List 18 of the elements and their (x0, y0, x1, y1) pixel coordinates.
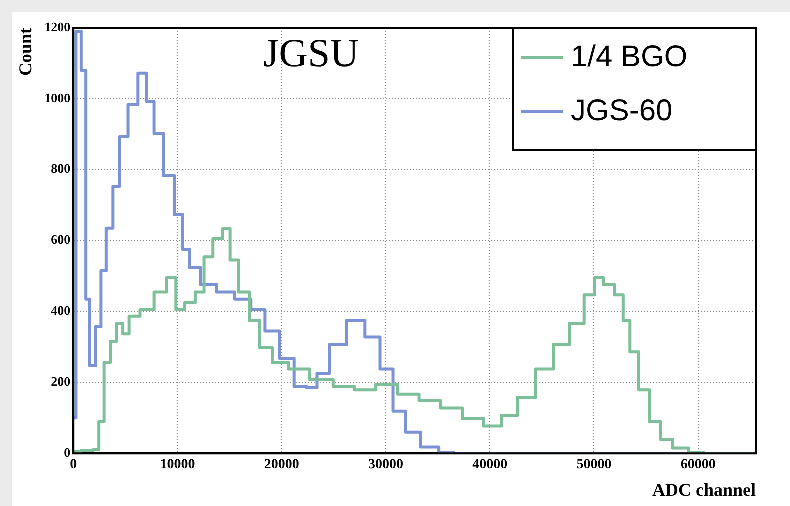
legend-label: 1/4 BGO (571, 40, 688, 74)
x-tick-label: 60000 (680, 458, 716, 473)
x-tick-label: 30000 (368, 458, 404, 473)
y-tick-label: 800 (51, 161, 71, 176)
y-tick-label: 600 (51, 232, 71, 248)
x-axis-title: ADC channel (652, 480, 756, 500)
y-axis-title: Count (15, 28, 36, 76)
y-tick-label: 1000 (44, 90, 71, 106)
legend-label: JGS-60 (571, 94, 673, 128)
y-tick-label: 400 (51, 303, 71, 318)
x-tick-label: 40000 (472, 458, 508, 473)
x-tick-label: 10000 (160, 458, 196, 473)
annotation: JGSU (264, 30, 360, 76)
y-tick-label: 1200 (44, 19, 71, 34)
y-tick-label: 0 (64, 444, 71, 460)
x-tick-label: 50000 (576, 458, 612, 473)
x-tick-label: 20000 (264, 458, 300, 473)
y-tick-label: 200 (51, 374, 71, 390)
